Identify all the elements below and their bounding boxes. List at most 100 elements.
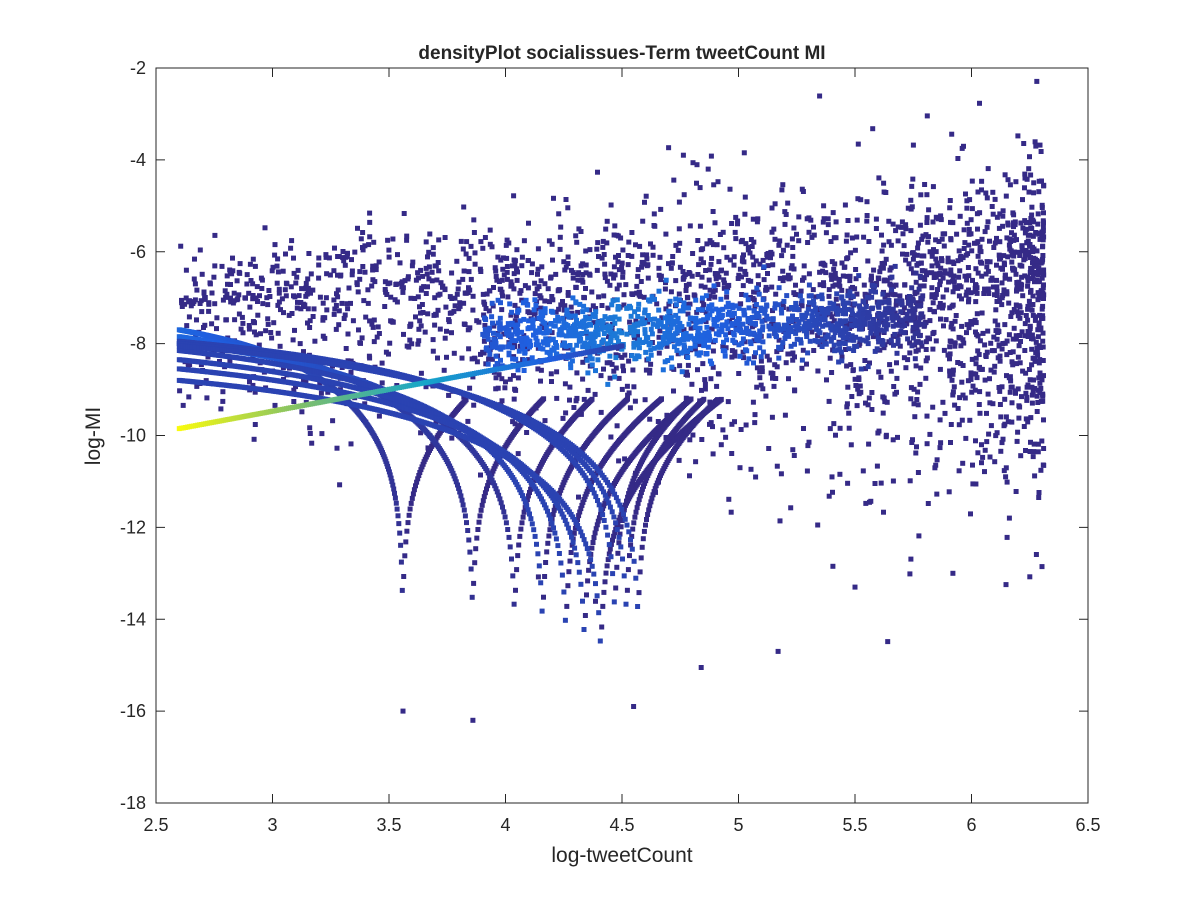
scatter-point bbox=[723, 304, 729, 310]
scatter-point bbox=[918, 192, 924, 198]
scatter-point bbox=[696, 262, 702, 268]
scatter-point bbox=[608, 324, 614, 330]
scatter-point bbox=[487, 325, 493, 331]
scatter-point bbox=[917, 222, 923, 228]
scatter-point bbox=[348, 370, 354, 375]
scatter-point bbox=[683, 331, 689, 336]
scatter-point bbox=[366, 353, 372, 359]
scatter-point bbox=[999, 346, 1005, 352]
scatter-point bbox=[483, 329, 489, 335]
scatter-point bbox=[844, 273, 850, 279]
scatter-point bbox=[831, 301, 837, 307]
scatter-point bbox=[621, 292, 627, 298]
scatter-point bbox=[924, 441, 930, 447]
scatter-point bbox=[1022, 255, 1028, 261]
scatter-point bbox=[499, 277, 505, 283]
scatter-point bbox=[1006, 242, 1012, 248]
scatter-point bbox=[522, 283, 528, 289]
scatter-point bbox=[670, 318, 676, 324]
scatter-point bbox=[570, 347, 576, 353]
scatter-point bbox=[623, 282, 629, 288]
scatter-point bbox=[1015, 313, 1021, 319]
scatter-point bbox=[616, 253, 621, 258]
scatter-point bbox=[534, 338, 540, 344]
scatter-point bbox=[343, 346, 349, 351]
scatter-point bbox=[894, 322, 900, 328]
scatter-point bbox=[968, 319, 974, 324]
scatter-point bbox=[484, 291, 490, 297]
scatter-point bbox=[982, 447, 988, 453]
scatter-point bbox=[754, 219, 760, 225]
scatter-point bbox=[712, 294, 718, 300]
scatter-point bbox=[229, 271, 235, 277]
scatter-point bbox=[235, 296, 241, 302]
scatter-point bbox=[739, 292, 745, 297]
scatter-point bbox=[363, 314, 369, 320]
scatter-point bbox=[293, 384, 298, 390]
scatter-point bbox=[1033, 269, 1039, 275]
scatter-point bbox=[696, 342, 702, 348]
scatter-point bbox=[794, 231, 799, 237]
scatter-point bbox=[569, 310, 575, 316]
scatter-point bbox=[513, 356, 519, 362]
scatter-point bbox=[745, 247, 751, 253]
scatter-point bbox=[244, 281, 250, 287]
scatter-point bbox=[565, 292, 571, 298]
scatter-point bbox=[903, 222, 909, 228]
scatter-point bbox=[583, 314, 589, 320]
scatter-point bbox=[1034, 258, 1039, 263]
scatter-point bbox=[515, 375, 521, 381]
scatter-point bbox=[647, 416, 653, 422]
scatter-point bbox=[1036, 375, 1042, 381]
scatter-point bbox=[772, 236, 778, 242]
scatter-point bbox=[707, 287, 713, 293]
scatter-point bbox=[932, 309, 937, 315]
scatter-point bbox=[316, 262, 322, 268]
scatter-point bbox=[573, 233, 579, 239]
scatter-point bbox=[889, 274, 895, 280]
scatter-point bbox=[687, 437, 693, 443]
scatter-point bbox=[535, 271, 540, 277]
scatter-point bbox=[692, 346, 698, 352]
scatter-point bbox=[720, 348, 726, 354]
curve-point bbox=[509, 556, 514, 562]
scatter-point bbox=[612, 331, 618, 337]
scatter-point bbox=[697, 338, 703, 344]
scatter-point bbox=[1014, 237, 1019, 243]
scatter-point bbox=[669, 321, 675, 327]
scatter-point bbox=[590, 344, 596, 350]
curve-point bbox=[409, 495, 415, 501]
scatter-point bbox=[507, 341, 513, 347]
curve-point bbox=[389, 479, 395, 484]
scatter-point bbox=[509, 309, 515, 315]
scatter-point bbox=[608, 271, 614, 277]
scatter-point bbox=[1022, 333, 1028, 339]
scatter-point bbox=[820, 219, 826, 225]
scatter-point bbox=[940, 302, 946, 308]
scatter-point bbox=[673, 296, 679, 302]
scatter-point bbox=[468, 243, 474, 249]
scatter-point bbox=[483, 346, 489, 352]
scatter-point bbox=[683, 395, 689, 401]
scatter-point bbox=[298, 306, 304, 312]
curve-point bbox=[401, 574, 407, 579]
scatter-point bbox=[468, 276, 474, 282]
scatter-point bbox=[924, 355, 930, 361]
scatter-point bbox=[810, 287, 816, 293]
curve-point bbox=[478, 507, 484, 513]
scatter-point bbox=[1008, 239, 1014, 244]
scatter-point bbox=[967, 197, 973, 203]
scatter-point bbox=[191, 299, 197, 305]
scatter-point bbox=[947, 373, 953, 379]
scatter-point bbox=[951, 384, 957, 390]
scatter-point bbox=[291, 270, 297, 276]
scatter-point bbox=[785, 200, 791, 206]
scatter-point bbox=[1013, 302, 1019, 308]
scatter-point bbox=[964, 277, 970, 283]
scatter-point bbox=[882, 294, 888, 300]
scatter-point bbox=[697, 319, 703, 325]
scatter-point bbox=[875, 326, 881, 332]
scatter-point bbox=[729, 221, 735, 226]
scatter-point bbox=[989, 275, 995, 281]
scatter-point bbox=[1040, 253, 1046, 258]
